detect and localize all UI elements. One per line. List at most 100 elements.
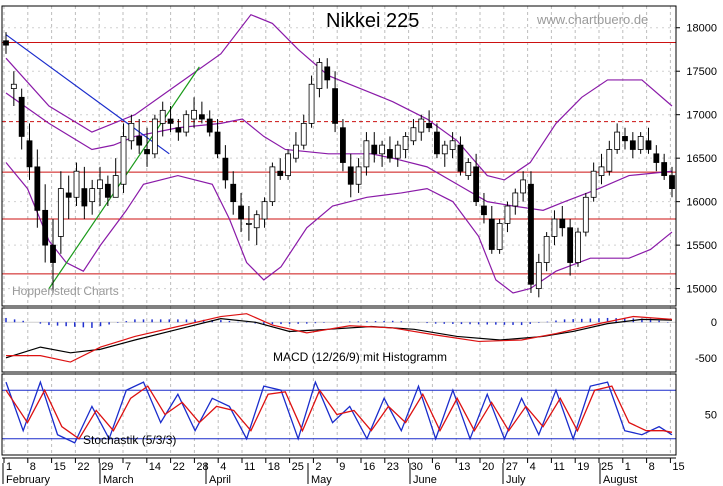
bollinger-upper-band [5,13,673,181]
date-axis-label: 1 [625,461,631,473]
candle-body [214,131,221,155]
candle-body [10,83,17,90]
axes-labels: 15000 15500 16000 16500 17000 17500 18000 0 -500… [2,23,717,486]
candle-body [89,188,96,203]
candle-body [457,144,464,172]
candle-body [371,144,378,155]
candle-body [128,122,135,142]
date-axis-label: 2 [315,461,321,473]
date-axis-label: 13 [458,461,470,473]
candle-body [426,122,433,129]
date-axis-label: 25 [292,461,304,473]
candle-body [57,188,64,237]
watermark-label: Hoppenstedt Charts [12,284,119,298]
price-axis-label: 16500 [686,153,717,165]
candle-body [245,222,252,225]
date-axis-label: 9 [339,461,345,473]
stochastic-series-line [5,380,673,444]
date-axis-label: 4 [220,461,226,473]
candle-body [18,96,25,137]
date-axis-label: 7 [125,461,131,473]
candle-body [183,114,190,133]
candle-body [606,149,613,172]
date-axis-label: 28 [196,461,208,473]
candle-body [481,205,487,216]
date-axis-label: 27 [506,461,518,473]
date-axis-label: 22 [77,461,89,473]
candle-body [175,127,182,133]
date-axis-label: 4 [530,461,536,473]
candle-body [441,144,448,155]
candle-body [535,262,542,290]
candle-body [332,88,338,124]
date-axis-label: 6 [434,461,440,473]
macd-axis-label: -500 [695,353,717,365]
date-axis-label: 25 [601,461,613,473]
candle-body [191,109,197,120]
candle-body [136,136,143,146]
candle-body [488,218,495,250]
stochastic-label: Stochastik (5/3/3) [83,433,176,447]
date-axis-label: 30 [411,461,423,473]
month-label: August [603,474,637,486]
candle-body [496,222,503,250]
candle-body [363,140,370,168]
candle-body [104,183,111,198]
candle-body [81,188,88,207]
candlesticks [3,32,675,298]
candle-body [575,231,581,263]
candle-body [300,122,307,146]
trend-line [5,34,170,155]
date-axis-label: 16 [363,461,375,473]
candle-body [3,40,9,46]
candle-body [308,83,315,124]
candle-body [167,118,174,124]
candle-body [653,153,660,163]
price-axis-label: 17500 [686,66,717,78]
candle-body [629,140,636,150]
price-axis-label: 17000 [686,110,717,122]
candle-body [34,166,41,211]
date-axis-label: 19 [577,461,589,473]
candle-body [614,131,621,150]
price-guide-lines [2,42,676,275]
candle-body [434,131,440,155]
grid [2,6,676,455]
candle-body [97,179,103,190]
candle-body [73,170,80,198]
stochastic-series-line [5,385,673,440]
source-label: www.chartbuero.de [536,12,648,27]
date-axis-label: 22 [173,461,185,473]
candle-body [65,192,72,198]
candle-body [206,118,213,133]
candle-body [669,175,675,190]
candle-body [473,166,480,203]
candle-body [112,175,119,198]
date-axis-label: 18 [268,461,280,473]
macd-series-line [6,313,673,363]
candle-body [661,162,668,176]
candle-body [645,140,652,150]
candle-body [449,140,456,150]
date-axis-label: 23 [387,461,399,473]
candle-body [316,62,323,90]
candle-body [355,166,362,185]
candle-body [340,127,346,163]
date-axis-label: 8 [649,461,655,473]
chart-title: Nikkei 225 [326,10,419,32]
candle-body [402,136,409,150]
candle-body [198,114,205,120]
candle-body [144,149,150,155]
month-label: May [311,474,332,486]
candle-body [26,140,33,168]
candle-body [159,109,166,124]
candle-body [120,136,127,185]
candle-body [387,149,393,159]
date-axis-label: 11 [553,461,564,473]
panel-frame [1,373,677,456]
month-label: March [103,474,134,486]
candle-body [269,166,276,203]
macd-panel [2,313,676,363]
candle-body [622,136,628,142]
